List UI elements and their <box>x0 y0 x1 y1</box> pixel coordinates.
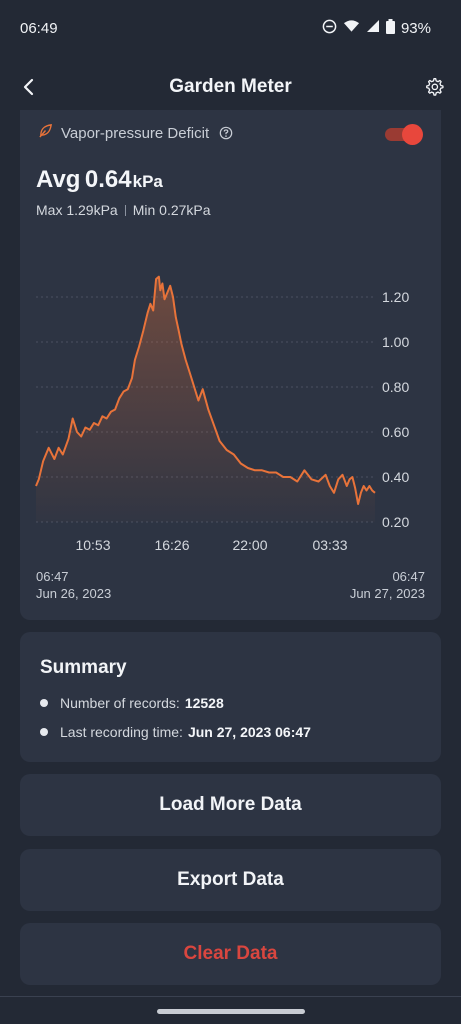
gear-icon <box>426 78 444 96</box>
y-tick-label: 0.20 <box>382 514 409 530</box>
y-tick-label: 0.80 <box>382 379 409 395</box>
battery-icon <box>385 18 395 38</box>
battery-percent: 93% <box>400 19 431 37</box>
x-tick-label: 22:00 <box>232 537 267 553</box>
y-tick-label: 1.00 <box>382 334 409 350</box>
load-more-button[interactable]: Load More Data <box>20 774 441 836</box>
y-tick-label: 1.20 <box>382 289 409 305</box>
range-start: 06:47 Jun 26, 2023 <box>36 568 111 602</box>
bullet-icon <box>40 699 48 707</box>
do-not-disturb-icon <box>322 19 337 38</box>
max-min-row: Max 1.29kPa Min 0.27kPa <box>36 202 211 218</box>
range-end: 06:47 Jun 27, 2023 <box>350 568 425 602</box>
range-start-date: Jun 26, 2023 <box>36 586 112 601</box>
status-icons: 93% <box>322 18 431 38</box>
status-time: 06:49 <box>20 19 58 37</box>
settings-button[interactable] <box>421 74 447 100</box>
toggle-thumb <box>402 124 423 145</box>
x-tick-label: 16:26 <box>154 537 189 553</box>
min-value: Min 0.27kPa <box>132 202 211 218</box>
summary-card: Summary Number of records: 12528 Last re… <box>20 632 441 762</box>
home-handle[interactable] <box>157 1009 305 1014</box>
leaf-icon <box>38 123 53 143</box>
records-label: Number of records: <box>60 695 180 711</box>
avg-label: Avg <box>36 166 81 193</box>
avg-unit: kPa <box>132 172 163 191</box>
metric-header: Vapor-pressure Deficit <box>38 122 423 145</box>
x-tick-label: 10:53 <box>75 537 110 553</box>
vpd-chart[interactable]: 0.20 0.40 0.60 0.80 1.00 1.20 10:53 16:26 22:00 0… <box>20 260 441 560</box>
avg-number: 0.64 <box>84 166 132 193</box>
x-tick-label: 03:33 <box>312 537 347 553</box>
series-line <box>35 275 376 505</box>
status-bar: 06:49 93% <box>0 0 461 56</box>
page-title: Garden Meter <box>169 76 292 97</box>
help-circle-icon[interactable] <box>219 126 233 140</box>
signal-icon <box>366 19 380 37</box>
last-time-label: Last recording time: <box>60 724 183 740</box>
range-start-time: 06:47 <box>36 569 69 584</box>
range-end-date: Jun 27, 2023 <box>349 586 425 601</box>
system-nav-bar <box>0 998 461 1024</box>
last-time-value: Jun 27, 2023 06:47 <box>187 724 311 740</box>
range-end-time: 06:47 <box>392 569 425 584</box>
y-tick-label: 0.60 <box>382 424 409 440</box>
summary-title: Summary <box>40 657 127 678</box>
list-item-last-time: Last recording time: Jun 27, 2023 06:47 <box>40 724 311 740</box>
export-button[interactable]: Export Data <box>20 849 441 911</box>
wifi-icon <box>343 19 360 37</box>
max-value: Max 1.29kPa <box>36 202 118 218</box>
average-value: Avg 0.64kPa <box>36 166 163 194</box>
metric-name: Vapor-pressure Deficit <box>61 124 210 142</box>
app-bar: Garden Meter <box>0 60 461 114</box>
list-item-records: Number of records: 12528 <box>40 695 224 711</box>
back-arrow-icon <box>23 78 34 96</box>
metric-toggle[interactable] <box>383 124 423 145</box>
metric-card: Vapor-pressure Deficit Avg 0.64kPa Max 1… <box>20 110 441 620</box>
divider <box>124 204 126 216</box>
y-tick-label: 0.40 <box>382 469 409 485</box>
nav-divider <box>0 996 461 997</box>
back-button[interactable] <box>16 74 42 100</box>
bullet-icon <box>40 728 48 736</box>
records-value: 12528 <box>184 695 224 711</box>
clear-data-button[interactable]: Clear Data <box>20 923 441 985</box>
